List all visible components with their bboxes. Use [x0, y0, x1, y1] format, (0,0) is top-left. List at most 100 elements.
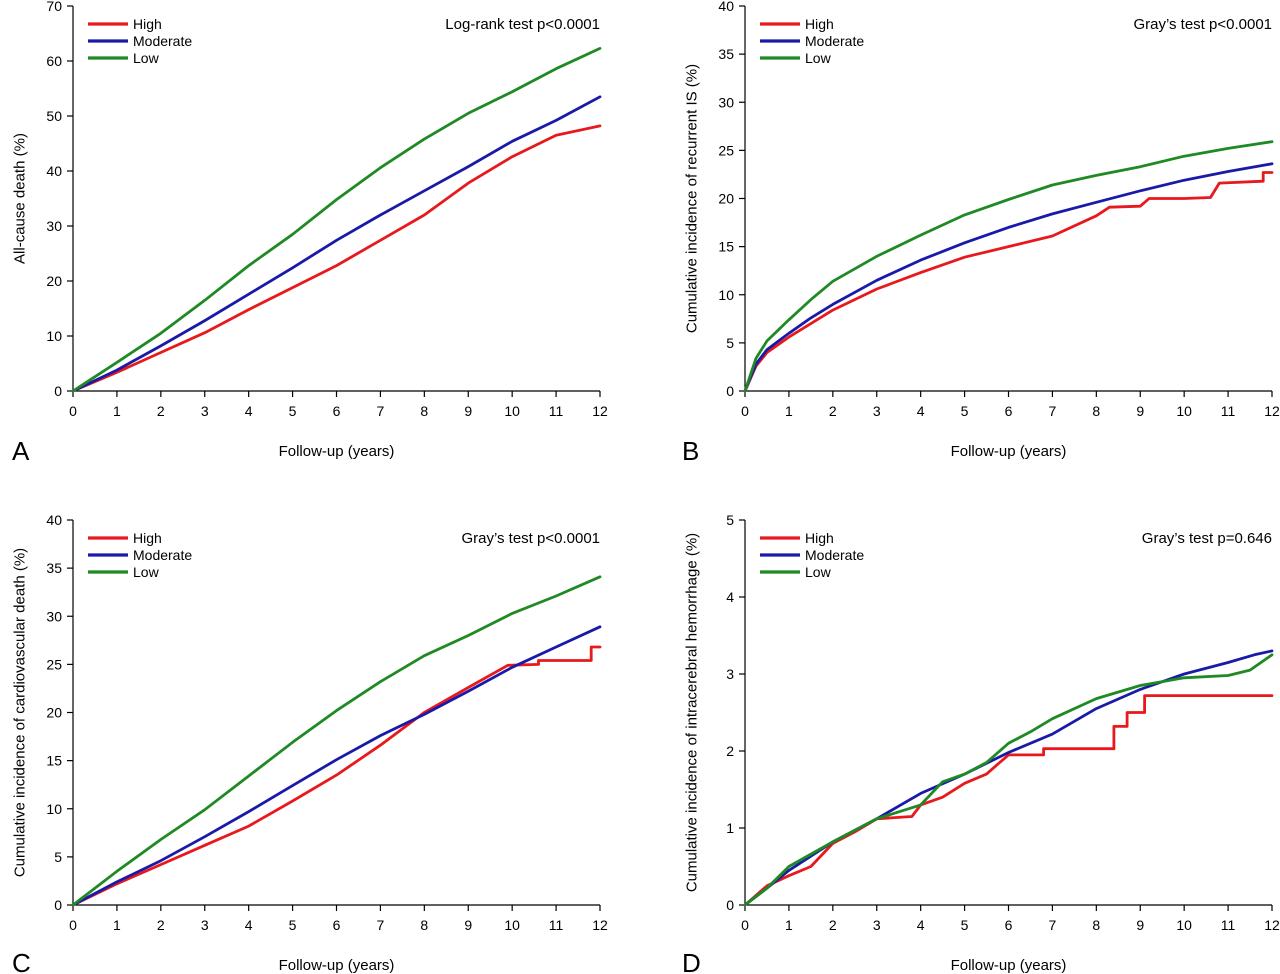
y-tick-label: 35: [718, 46, 734, 62]
x-tick-label: 11: [1221, 403, 1236, 419]
legend-label: Low: [805, 50, 832, 66]
x-tick-label: 0: [741, 403, 749, 419]
legend-label: Moderate: [133, 33, 192, 49]
x-tick-label: 4: [245, 917, 253, 933]
y-tick-label: 40: [46, 512, 62, 528]
y-tick-label: 20: [718, 191, 734, 207]
y-tick-label: 20: [46, 273, 62, 289]
y-tick-label: 30: [718, 94, 734, 110]
panel-letter: D: [682, 948, 701, 974]
x-tick-label: 12: [1264, 917, 1280, 933]
y-tick-label: 1: [726, 820, 734, 836]
x-tick-label: 5: [961, 403, 969, 419]
x-tick-label: 12: [592, 403, 608, 419]
x-tick-label: 7: [1049, 403, 1057, 419]
x-tick-label: 10: [1176, 403, 1192, 419]
x-tick-label: 12: [592, 917, 608, 933]
y-tick-label: 0: [54, 383, 62, 399]
series-line-low: [71, 47, 602, 393]
x-tick-label: 1: [113, 917, 121, 933]
series-line-moderate: [71, 95, 602, 393]
y-tick-label: 0: [54, 897, 62, 913]
x-tick-label: 4: [245, 403, 253, 419]
legend-label: Low: [133, 50, 160, 66]
x-tick-label: 1: [785, 917, 793, 933]
x-tick-label: 4: [917, 403, 925, 419]
series-line-high: [71, 124, 602, 393]
x-tick-label: 8: [1092, 917, 1100, 933]
x-tick-label: 11: [549, 403, 564, 419]
panel-letter: C: [12, 948, 31, 974]
y-tick-label: 25: [46, 656, 62, 672]
x-tick-label: 6: [333, 917, 341, 933]
y-tick-label: 0: [726, 383, 734, 399]
x-axis-label: Follow-up (years): [279, 443, 395, 460]
series-line-moderate: [743, 649, 1274, 907]
series-line-moderate: [71, 625, 602, 907]
y-tick-label: 40: [718, 0, 734, 14]
x-tick-label: 0: [69, 917, 77, 933]
test-annotation: Gray’s test p=0.646: [1142, 530, 1272, 547]
y-tick-label: 25: [718, 142, 734, 158]
x-tick-label: 3: [201, 403, 209, 419]
x-tick-label: 6: [333, 403, 341, 419]
x-tick-label: 2: [157, 403, 165, 419]
x-tick-label: 7: [377, 403, 385, 419]
x-tick-label: 3: [873, 403, 881, 419]
y-tick-label: 15: [46, 753, 62, 769]
x-axis-label: Follow-up (years): [279, 957, 395, 974]
x-tick-label: 11: [549, 917, 564, 933]
x-tick-label: 0: [69, 403, 77, 419]
x-tick-label: 7: [1049, 917, 1057, 933]
y-tick-label: 10: [46, 801, 62, 817]
y-axis-label: Cumulative incidence of recurrent IS (%): [683, 64, 700, 333]
x-tick-label: 9: [1136, 403, 1144, 419]
x-tick-label: 10: [504, 917, 520, 933]
y-tick-label: 3: [726, 666, 734, 682]
legend-label: Low: [805, 564, 832, 580]
x-tick-label: 2: [829, 403, 837, 419]
y-tick-label: 70: [46, 0, 62, 14]
y-tick-label: 5: [726, 512, 734, 528]
legend-label: High: [133, 16, 162, 32]
x-tick-label: 3: [201, 917, 209, 933]
y-tick-label: 10: [46, 328, 62, 344]
y-axis-label: Cumulative incidence of cardiovascular d…: [11, 548, 28, 877]
x-tick-label: 12: [1264, 403, 1280, 419]
y-tick-label: 0: [726, 897, 734, 913]
y-tick-label: 15: [718, 239, 734, 255]
y-tick-label: 5: [54, 849, 62, 865]
x-tick-label: 3: [873, 917, 881, 933]
series-line-low: [71, 575, 602, 907]
x-tick-label: 5: [961, 917, 969, 933]
x-tick-label: 9: [464, 403, 472, 419]
x-tick-label: 5: [289, 403, 297, 419]
legend-label: High: [805, 530, 834, 546]
y-tick-label: 60: [46, 53, 62, 69]
series-line-high: [71, 645, 602, 907]
x-axis-label: Follow-up (years): [951, 957, 1067, 974]
test-annotation: Log-rank test p<0.0001: [445, 16, 600, 33]
legend-label: Low: [133, 564, 160, 580]
y-tick-label: 30: [46, 218, 62, 234]
series-line-high: [743, 694, 1274, 907]
series-line-low: [743, 653, 1274, 907]
x-tick-label: 2: [157, 917, 165, 933]
x-tick-label: 6: [1005, 403, 1013, 419]
x-tick-label: 8: [420, 917, 428, 933]
x-tick-label: 1: [785, 403, 793, 419]
x-tick-label: 0: [741, 917, 749, 933]
y-tick-label: 35: [46, 560, 62, 576]
series-line-high: [743, 171, 1274, 393]
legend-label: High: [133, 530, 162, 546]
y-tick-label: 50: [46, 108, 62, 124]
